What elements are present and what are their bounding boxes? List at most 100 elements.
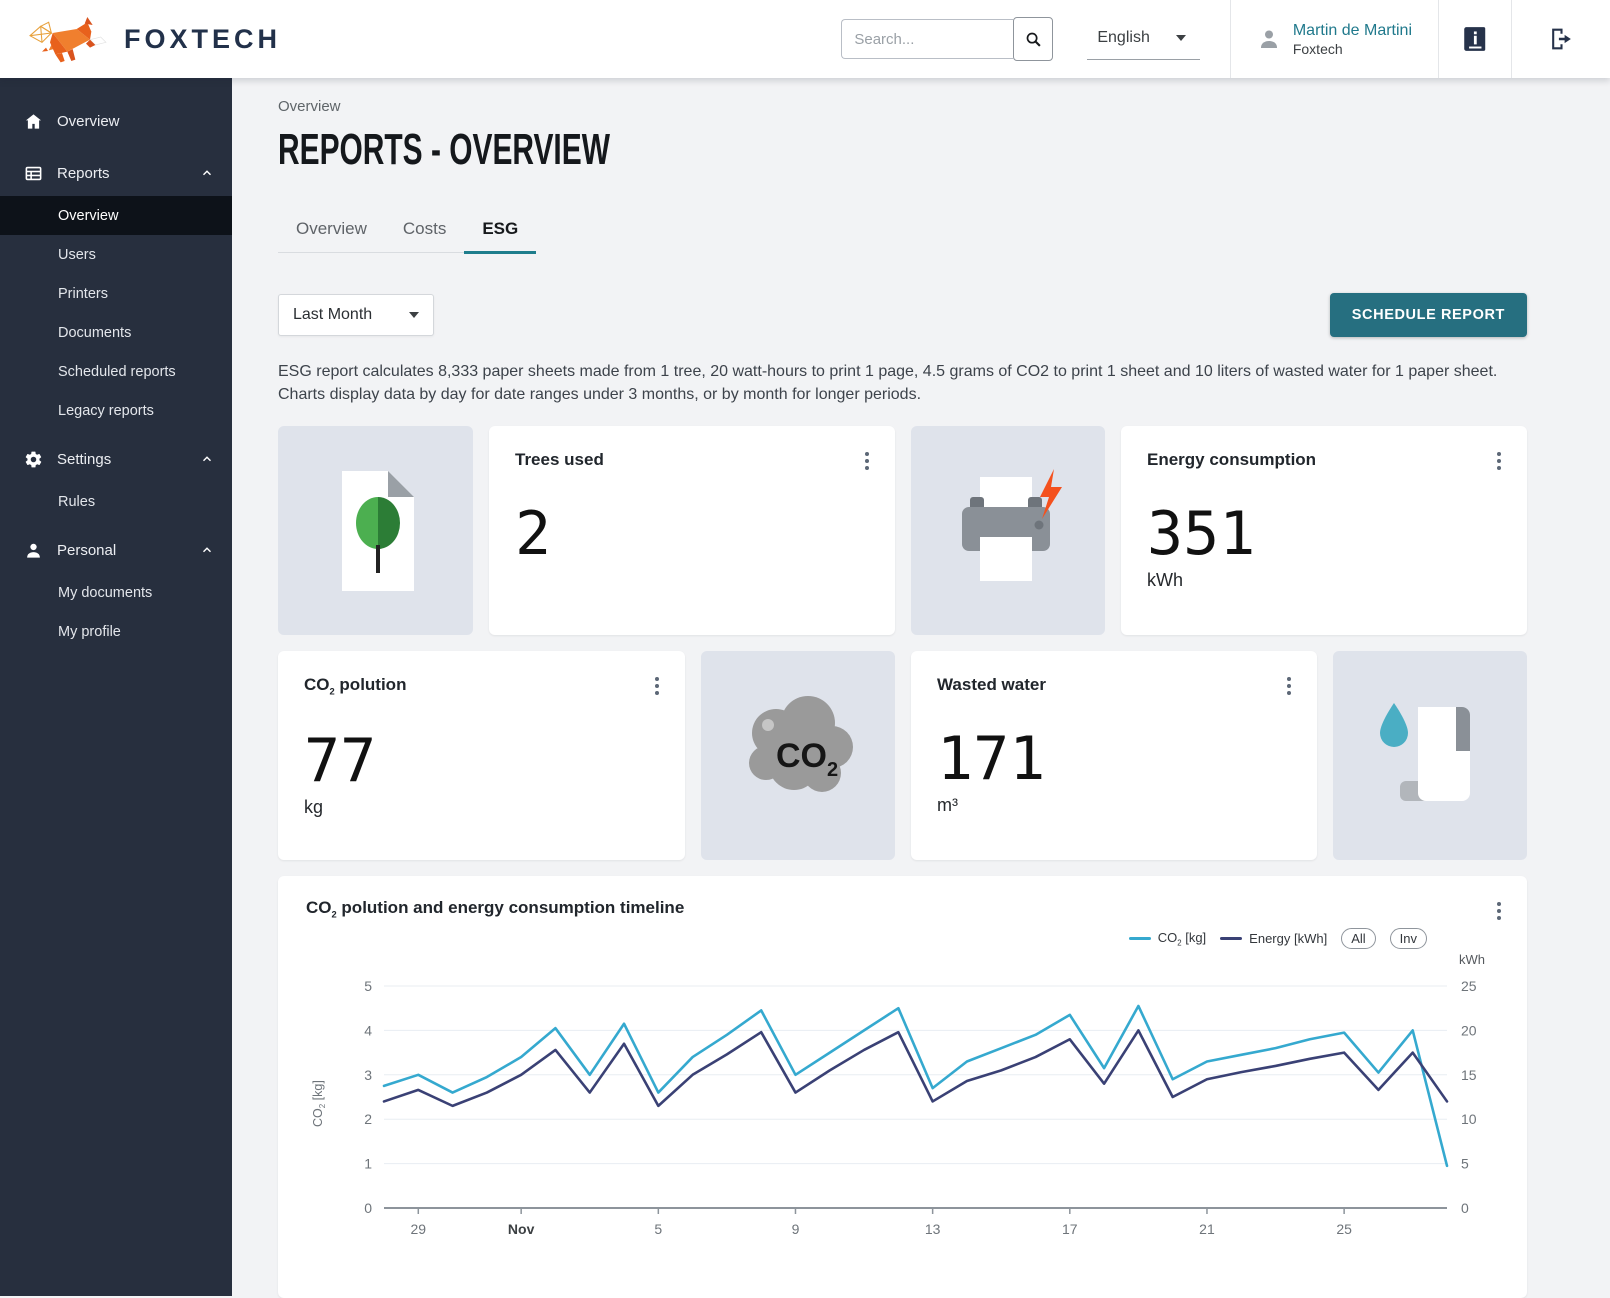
sidebar-item-label: Personal [57, 542, 116, 559]
reports-icon [24, 164, 43, 183]
svg-text:9: 9 [792, 1221, 800, 1237]
sidebar-item-rules[interactable]: Rules [0, 482, 232, 521]
period-select[interactable]: Last Month [278, 294, 434, 336]
search-button[interactable] [1013, 17, 1053, 61]
trees-used-card: Trees used 2 [489, 426, 895, 635]
inv-button[interactable]: Inv [1390, 928, 1427, 949]
tab-costs[interactable]: Costs [385, 209, 464, 254]
water-value: 171 [937, 729, 1291, 789]
svg-text:Nov: Nov [508, 1221, 535, 1237]
printer-energy-icon [942, 461, 1074, 601]
card-title: CO2 polution [304, 675, 659, 696]
brand-name: FOXTECH [124, 24, 281, 55]
svg-text:3: 3 [364, 1067, 372, 1083]
search-input[interactable] [841, 19, 1013, 59]
sidebar-item-label: Overview [57, 113, 120, 130]
sidebar-item-legacy-reports[interactable]: Legacy reports [0, 391, 232, 430]
svg-text:25: 25 [1461, 978, 1477, 994]
kebab-menu-icon[interactable] [1493, 448, 1505, 474]
sidebar-item-my-documents[interactable]: My documents [0, 573, 232, 612]
user-org: Foxtech [1293, 41, 1412, 57]
brand[interactable]: FOXTECH [0, 13, 420, 65]
chevron-up-icon [200, 452, 214, 466]
kebab-menu-icon[interactable] [651, 673, 663, 699]
sidebar-item-label: Reports [57, 165, 110, 182]
schedule-report-button[interactable]: SCHEDULE REPORT [1330, 293, 1527, 337]
energy-consumption-card: Energy consumption 351 kWh [1121, 426, 1527, 635]
svg-text:5: 5 [1461, 1156, 1469, 1172]
sidebar-item-settings[interactable]: Settings [0, 436, 232, 482]
co2-line-swatch [1129, 937, 1151, 940]
kebab-menu-icon[interactable] [1283, 673, 1295, 699]
home-icon [24, 112, 43, 131]
main-content: Overview REPORTS - OVERVIEW Overview Cos… [232, 78, 1610, 1296]
sidebar-item-scheduled-reports[interactable]: Scheduled reports [0, 352, 232, 391]
search-icon [1025, 31, 1042, 48]
chevron-up-icon [200, 166, 214, 180]
user-menu[interactable]: Martin de Martini Foxtech [1231, 0, 1438, 78]
logout-button[interactable] [1512, 0, 1610, 78]
kebab-menu-icon[interactable] [1493, 898, 1505, 924]
foxtech-logo-icon [26, 13, 110, 65]
info-book-icon [1462, 25, 1488, 53]
co2-unit: kg [304, 797, 659, 818]
person-icon [24, 541, 43, 560]
svg-text:20: 20 [1461, 1023, 1477, 1039]
svg-text:5: 5 [364, 978, 372, 994]
tab-overview[interactable]: Overview [278, 209, 385, 254]
sidebar-item-my-profile[interactable]: My profile [0, 612, 232, 651]
sidebar-item-printers[interactable]: Printers [0, 274, 232, 313]
co2-illustration-tile: CO2 [701, 651, 895, 860]
legend-energy[interactable]: Energy [kWh] [1220, 931, 1327, 946]
co2-value: 77 [304, 731, 659, 791]
svg-text:2: 2 [364, 1112, 372, 1128]
sidebar-item-label: Settings [57, 451, 111, 468]
legend-co2[interactable]: CO2 [kg] [1129, 930, 1206, 948]
svg-text:0: 0 [1461, 1200, 1469, 1216]
trees-illustration-tile [278, 426, 473, 635]
card-title: Wasted water [937, 675, 1291, 695]
co2-polution-card: CO2 polution 77 kg [278, 651, 685, 860]
right-axis-title: kWh [1459, 952, 1485, 967]
all-button[interactable]: All [1341, 928, 1375, 949]
svg-text:29: 29 [411, 1221, 427, 1237]
sidebar-item-reports[interactable]: Reports [0, 150, 232, 196]
wasted-water-card: Wasted water 171 m³ [911, 651, 1317, 860]
sidebar-item-users[interactable]: Users [0, 235, 232, 274]
energy-value: 351 [1147, 504, 1501, 564]
svg-text:25: 25 [1336, 1221, 1352, 1237]
svg-text:15: 15 [1461, 1067, 1477, 1083]
language-select[interactable]: English [1087, 19, 1199, 60]
tab-bar: Overview Costs ESG [278, 209, 536, 253]
sidebar-item-personal[interactable]: Personal [0, 527, 232, 573]
esg-description: ESG report calculates 8,333 paper sheets… [278, 361, 1527, 406]
water-illustration-tile [1333, 651, 1527, 860]
sidebar-item-documents[interactable]: Documents [0, 313, 232, 352]
logout-icon [1548, 26, 1575, 52]
page-title: REPORTS - OVERVIEW [278, 125, 1184, 175]
energy-unit: kWh [1147, 570, 1501, 591]
sidebar-item-reports-overview[interactable]: Overview [0, 196, 232, 235]
manual-button[interactable] [1439, 0, 1511, 78]
card-title: Energy consumption [1147, 450, 1501, 470]
trees-used-value: 2 [515, 504, 869, 564]
water-paper-icon [1360, 681, 1500, 831]
tab-esg[interactable]: ESG [464, 209, 536, 254]
water-unit: m³ [937, 795, 1291, 816]
breadcrumb: Overview [278, 98, 1610, 115]
svg-text:13: 13 [925, 1221, 941, 1237]
svg-text:0: 0 [364, 1200, 372, 1216]
sidebar-item-overview[interactable]: Overview [0, 98, 232, 144]
chevron-down-icon [409, 312, 419, 318]
user-avatar-icon [1257, 27, 1281, 51]
kebab-menu-icon[interactable] [861, 448, 873, 474]
svg-text:CO2 [kg]: CO2 [kg] [311, 1081, 327, 1128]
chart-title: CO2 polution and energy consumption time… [306, 898, 1499, 919]
co2-cloud-icon: CO2 [728, 681, 868, 831]
sidebar: Overview Reports Overview Users Printers… [0, 78, 232, 1296]
card-title: Trees used [515, 450, 869, 470]
svg-text:10: 10 [1461, 1112, 1477, 1128]
language-value: English [1097, 29, 1149, 47]
svg-text:1: 1 [364, 1156, 372, 1172]
